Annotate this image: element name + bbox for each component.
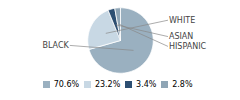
svg-text:ASIAN: ASIAN (169, 32, 193, 41)
html-text:23.2%: 23.2% (94, 80, 121, 89)
html-text:70.6%: 70.6% (53, 80, 80, 89)
svg-text:HISPANIC: HISPANIC (169, 42, 207, 51)
html-text:3.4%: 3.4% (136, 80, 157, 89)
svg-text:WHITE: WHITE (169, 16, 195, 25)
html-text:2.8%: 2.8% (172, 80, 193, 89)
svg-text:BLACK: BLACK (42, 41, 69, 50)
